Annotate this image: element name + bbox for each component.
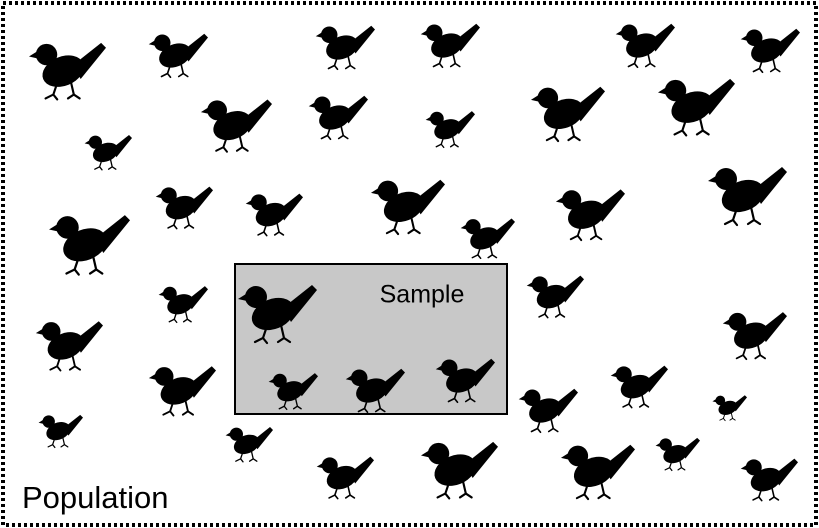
bird-icon: [741, 459, 798, 501]
bird-icon: [656, 438, 700, 471]
population-birds: [29, 24, 800, 501]
bird-icon: [36, 321, 103, 370]
bird-icon: [421, 442, 498, 499]
bird-icon: [527, 276, 584, 318]
bird-icon: [519, 389, 578, 433]
bird-icon: [556, 189, 625, 240]
bird-icon: [316, 26, 375, 70]
bird-icon: [246, 194, 303, 236]
bird-icon: [371, 180, 445, 234]
bird-icon: [658, 79, 735, 136]
page: {"diagram": {"population_label": "Popula…: [0, 0, 819, 528]
bird-icon: [616, 24, 675, 68]
bird-icon: [39, 415, 83, 448]
bird-icon: [561, 445, 635, 499]
bird-icon: [85, 135, 132, 170]
bird-icon: [149, 34, 208, 78]
bird-icon: [461, 218, 515, 258]
bird-icon: [723, 312, 787, 359]
bird-icon: [156, 187, 213, 229]
sample-label: Sample: [380, 281, 465, 309]
bird-icon: [226, 427, 273, 462]
bird-icon: [49, 215, 130, 274]
bird-icon: [741, 29, 800, 73]
bird-icon: [201, 100, 272, 152]
bird-icon: [159, 286, 208, 322]
bird-icon: [29, 43, 106, 100]
bird-icon: [421, 24, 480, 68]
diagram: Sample Population: [0, 0, 819, 528]
bird-icon: [426, 111, 475, 147]
population-label: Population: [22, 480, 169, 515]
bird-icon: [708, 167, 787, 225]
bird-icon: [531, 87, 605, 141]
bird-icon: [149, 366, 216, 415]
bird-icon: [317, 457, 374, 499]
bird-icon: [712, 395, 747, 420]
bird-icon: [309, 96, 368, 140]
bird-icon: [611, 366, 668, 408]
